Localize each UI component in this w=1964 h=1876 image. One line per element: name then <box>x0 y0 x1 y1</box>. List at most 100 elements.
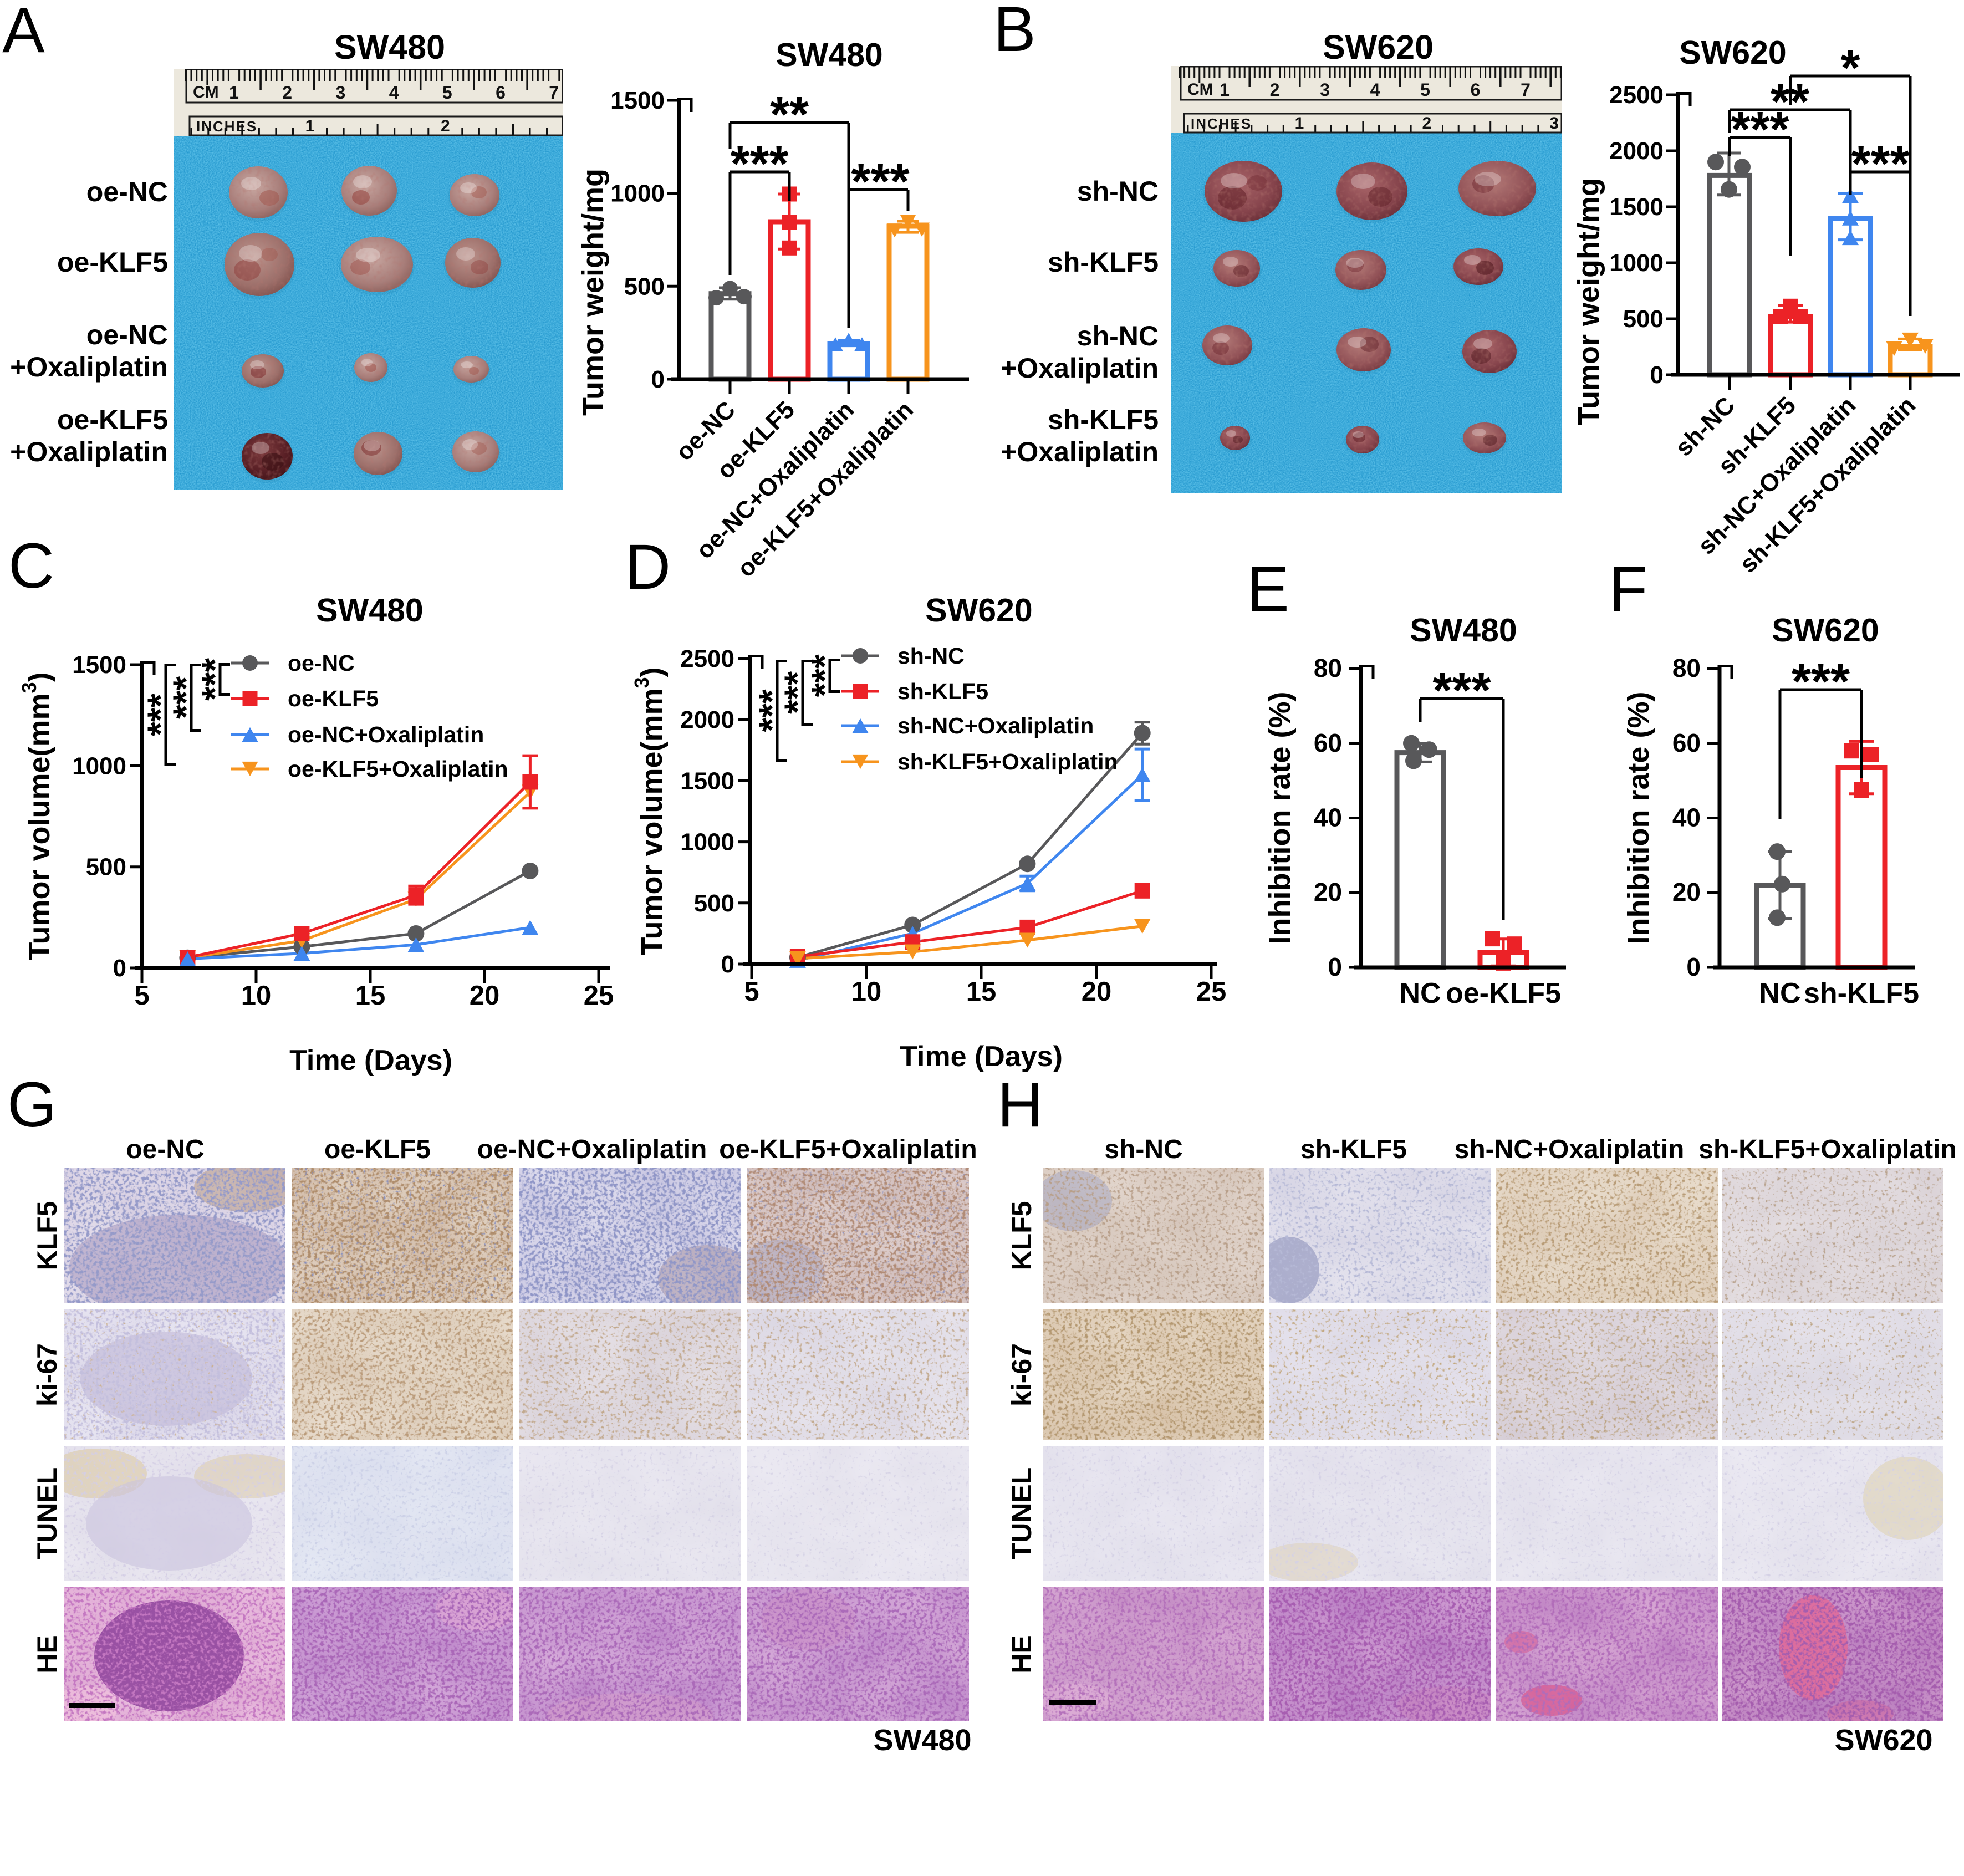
svg-text:oe-NC+Oxaliplatin: oe-NC+Oxaliplatin <box>288 722 484 747</box>
svg-text:SW480: SW480 <box>1410 612 1517 649</box>
svg-text:2500: 2500 <box>1609 81 1664 109</box>
svg-text:Tumor volume(mm3): Tumor volume(mm3) <box>18 672 56 960</box>
svg-text:SW480: SW480 <box>776 37 882 73</box>
svg-text:500: 500 <box>86 854 126 881</box>
svg-text:1000: 1000 <box>680 829 734 856</box>
svg-text:***: *** <box>730 136 788 192</box>
svg-text:NC: NC <box>1759 977 1800 1010</box>
svg-text:Time (Days): Time (Days) <box>900 1041 1063 1073</box>
svg-text:oe-NC: oe-NC <box>288 650 355 676</box>
svg-text:40: 40 <box>1672 803 1701 832</box>
svg-text:***: *** <box>777 671 818 714</box>
svg-text:2000: 2000 <box>680 706 734 733</box>
svg-text:sh-NC: sh-NC <box>897 643 965 669</box>
svg-text:1500: 1500 <box>610 87 665 114</box>
svg-text:***: *** <box>1851 136 1909 192</box>
svg-text:2: 2 <box>1422 114 1431 132</box>
svg-text:***: *** <box>1432 663 1491 718</box>
svg-text:sh-KLF5: sh-KLF5 <box>1804 977 1919 1010</box>
svg-text:6: 6 <box>1471 80 1481 100</box>
svg-text:NC: NC <box>1399 977 1441 1010</box>
svg-text:oe-KLF5: oe-KLF5 <box>288 686 379 711</box>
svg-text:3: 3 <box>1549 114 1559 132</box>
svg-text:60: 60 <box>1314 728 1342 757</box>
svg-text:***: *** <box>1731 102 1789 157</box>
svg-text:500: 500 <box>694 890 734 917</box>
svg-text:20: 20 <box>470 981 500 1011</box>
svg-text:7: 7 <box>1521 80 1531 100</box>
svg-text:SW620: SW620 <box>1772 612 1879 649</box>
svg-text:0: 0 <box>1650 361 1664 389</box>
svg-text:1500: 1500 <box>72 651 126 679</box>
svg-text:Tumor volume(mm3): Tumor volume(mm3) <box>630 667 669 955</box>
svg-text:25: 25 <box>584 981 614 1011</box>
svg-text:1000: 1000 <box>72 752 126 779</box>
svg-text:15: 15 <box>355 981 386 1011</box>
svg-text:60: 60 <box>1672 728 1701 757</box>
svg-text:500: 500 <box>1623 305 1664 333</box>
svg-text:*: * <box>1840 40 1860 96</box>
svg-text:**: ** <box>770 87 809 142</box>
svg-text:1: 1 <box>1220 80 1230 100</box>
svg-text:SW620: SW620 <box>925 592 1032 629</box>
svg-text:5: 5 <box>442 83 452 103</box>
svg-text:2: 2 <box>282 83 292 103</box>
svg-text:Inhibition rate (%): Inhibition rate (%) <box>1622 692 1655 945</box>
svg-text:0: 0 <box>721 951 734 978</box>
svg-text:40: 40 <box>1314 803 1342 832</box>
svg-text:3: 3 <box>336 83 346 103</box>
svg-text:0: 0 <box>1328 952 1342 981</box>
svg-text:1500: 1500 <box>1609 193 1664 221</box>
svg-text:CM: CM <box>193 83 219 101</box>
svg-text:2000: 2000 <box>1609 137 1664 165</box>
svg-text:***: *** <box>751 689 792 732</box>
svg-text:0: 0 <box>651 366 665 393</box>
svg-text:1000: 1000 <box>1609 249 1664 277</box>
svg-text:1000: 1000 <box>610 180 665 207</box>
svg-text:Time (Days): Time (Days) <box>289 1044 452 1077</box>
svg-text:2: 2 <box>1270 80 1280 100</box>
svg-text:SW620: SW620 <box>1679 34 1786 71</box>
svg-text:1500: 1500 <box>680 767 734 794</box>
svg-text:2: 2 <box>441 117 450 135</box>
svg-text:SW480: SW480 <box>316 592 423 629</box>
svg-text:5: 5 <box>134 981 149 1011</box>
svg-text:20: 20 <box>1082 977 1112 1007</box>
svg-text:0: 0 <box>113 955 126 982</box>
svg-text:Inhibition rate (%): Inhibition rate (%) <box>1263 692 1297 945</box>
svg-text:10: 10 <box>851 977 882 1007</box>
svg-text:6: 6 <box>496 83 506 103</box>
svg-text:7: 7 <box>549 83 559 103</box>
svg-text:0: 0 <box>1686 952 1701 981</box>
svg-text:1: 1 <box>1295 114 1304 132</box>
svg-text:***: *** <box>1792 654 1850 710</box>
svg-text:***: *** <box>851 154 909 210</box>
svg-text:oe-KLF5+Oxaliplatin: oe-KLF5+Oxaliplatin <box>288 756 508 782</box>
svg-text:80: 80 <box>1672 654 1701 682</box>
svg-text:80: 80 <box>1314 654 1342 682</box>
svg-text:sh-KLF5: sh-KLF5 <box>897 679 988 704</box>
svg-text:25: 25 <box>1196 977 1227 1007</box>
svg-text:4: 4 <box>389 83 399 103</box>
svg-text:sh-KLF5+Oxaliplatin: sh-KLF5+Oxaliplatin <box>897 749 1118 774</box>
svg-text:CM: CM <box>1187 80 1213 99</box>
svg-text:sh-NC+Oxaliplatin: sh-NC+Oxaliplatin <box>897 713 1094 738</box>
svg-text:2500: 2500 <box>680 645 734 672</box>
svg-text:20: 20 <box>1314 878 1342 906</box>
svg-text:500: 500 <box>624 273 665 300</box>
svg-text:3: 3 <box>1320 80 1330 100</box>
svg-text:1: 1 <box>305 117 315 135</box>
svg-text:10: 10 <box>241 981 272 1011</box>
svg-text:***: *** <box>194 658 235 701</box>
svg-text:***: *** <box>804 654 845 697</box>
svg-text:***: *** <box>140 694 181 736</box>
svg-text:15: 15 <box>966 977 997 1007</box>
svg-text:INCHES: INCHES <box>196 118 257 135</box>
svg-text:1: 1 <box>229 83 239 103</box>
svg-text:5: 5 <box>1420 80 1430 100</box>
svg-text:4: 4 <box>1370 80 1380 100</box>
svg-text:5: 5 <box>744 977 759 1007</box>
svg-text:20: 20 <box>1672 878 1701 906</box>
svg-text:INCHES: INCHES <box>1191 115 1252 132</box>
svg-text:oe-KLF5: oe-KLF5 <box>1446 977 1561 1010</box>
